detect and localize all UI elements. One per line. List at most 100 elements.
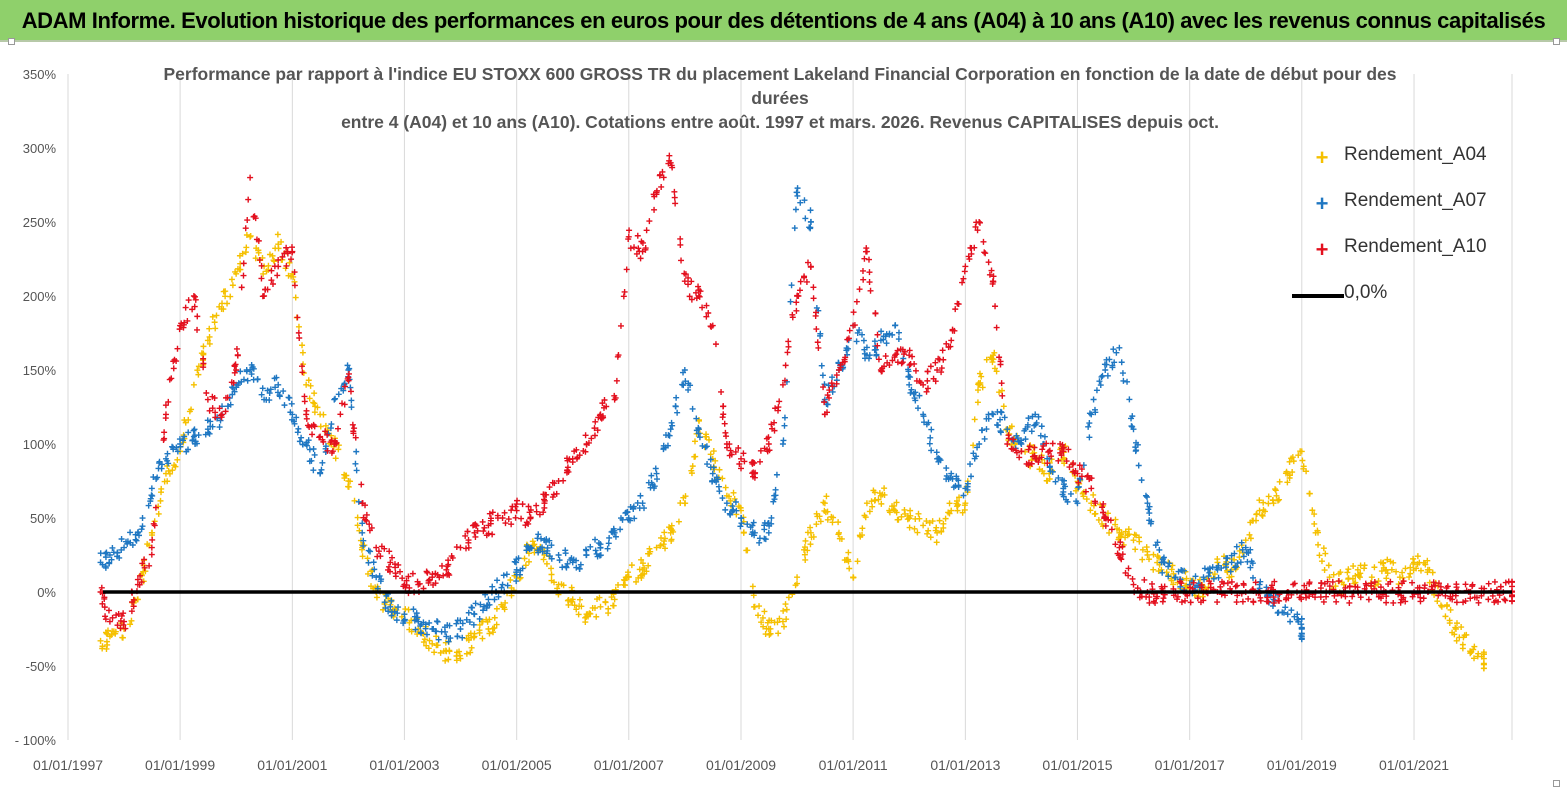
- data-point-texture: [606, 534, 613, 541]
- data-point: [990, 411, 997, 418]
- data-point-texture: [825, 382, 832, 389]
- data-point-texture: [945, 344, 952, 351]
- data-point-texture: [447, 635, 454, 642]
- data-point-texture: [491, 614, 498, 621]
- data-point-texture: [749, 459, 756, 466]
- data-point-texture: [939, 347, 946, 354]
- data-point-texture: [823, 493, 830, 500]
- data-point-texture: [760, 623, 767, 630]
- data-point-texture: [295, 329, 302, 336]
- data-point-texture: [203, 389, 210, 396]
- data-point-texture: [803, 278, 810, 285]
- data-point-texture: [1250, 574, 1256, 581]
- data-point-texture: [502, 599, 509, 606]
- data-point-texture: [797, 278, 804, 285]
- data-point-texture: [409, 570, 416, 577]
- data-point-texture: [1144, 494, 1151, 501]
- data-point-texture: [738, 465, 745, 472]
- data-point-texture: [1311, 520, 1318, 527]
- data-point-texture: [1421, 582, 1428, 589]
- data-point-texture: [1122, 528, 1129, 535]
- data-point-texture: [1152, 599, 1159, 606]
- selection-handle-top-left[interactable]: [8, 38, 15, 45]
- data-point: [821, 500, 828, 507]
- data-point-texture: [355, 498, 362, 505]
- data-point-texture: [772, 486, 779, 493]
- data-point-texture: [878, 328, 885, 335]
- data-point: [204, 396, 211, 403]
- data-point-texture: [955, 483, 962, 490]
- data-point-texture: [859, 532, 866, 539]
- data-point-texture: [122, 625, 129, 632]
- data-point-texture: [926, 519, 933, 526]
- data-point-texture: [347, 388, 354, 395]
- data-point-texture: [998, 387, 1005, 394]
- data-point-texture: [1237, 559, 1244, 566]
- data-point-texture: [1165, 573, 1172, 580]
- data-point: [1298, 448, 1305, 455]
- data-point-texture: [732, 448, 739, 455]
- selection-handle-bottom-right[interactable]: [1553, 780, 1560, 787]
- data-point-texture: [719, 495, 726, 502]
- data-point-texture: [1298, 624, 1305, 631]
- data-point-texture: [114, 622, 121, 629]
- data-point-texture: [191, 293, 198, 300]
- data-point-texture: [906, 362, 913, 369]
- data-point-texture: [158, 465, 165, 472]
- data-point-texture: [782, 362, 789, 369]
- data-point-texture: [785, 343, 792, 350]
- data-point-texture: [866, 269, 873, 276]
- data-point-texture: [487, 517, 494, 524]
- data-point-texture: [227, 293, 234, 300]
- data-point-texture: [1122, 534, 1129, 541]
- data-point-texture: [293, 414, 300, 421]
- data-point-texture: [1407, 570, 1414, 577]
- data-point-texture: [158, 489, 165, 496]
- data-point-texture: [722, 506, 729, 513]
- data-point-texture: [979, 384, 986, 391]
- data-point-texture: [738, 520, 745, 527]
- data-point-texture: [1247, 535, 1254, 542]
- data-point-texture: [114, 549, 121, 556]
- data-point-texture: [375, 548, 382, 555]
- data-point-texture: [1248, 558, 1255, 565]
- data-point-texture: [1311, 511, 1318, 518]
- data-point-texture: [351, 497, 358, 504]
- data-point: [1368, 574, 1375, 581]
- data-point-texture: [1377, 584, 1384, 591]
- data-point-texture: [996, 416, 1003, 423]
- data-point-texture: [489, 625, 496, 632]
- data-point: [219, 300, 226, 307]
- data-point-texture: [1257, 597, 1264, 604]
- data-point-texture: [639, 560, 646, 567]
- data-point-texture: [305, 377, 312, 384]
- data-point-texture: [200, 360, 207, 367]
- data-point-texture: [1062, 483, 1069, 490]
- banner: [0, 0, 1567, 42]
- data-point-texture: [212, 409, 219, 416]
- x-tick-label: 01/01/2003: [369, 757, 439, 773]
- data-point-texture: [1138, 477, 1145, 484]
- data-point-texture: [1165, 563, 1172, 570]
- data-point-texture: [1142, 492, 1149, 499]
- data-point-texture: [617, 322, 624, 329]
- data-point-texture: [1102, 522, 1109, 529]
- data-point-texture: [1055, 474, 1062, 481]
- data-point: [317, 433, 324, 440]
- data-point-texture: [1270, 594, 1277, 601]
- data-point: [583, 552, 590, 558]
- selection-handle-top-right[interactable]: [1553, 38, 1560, 45]
- data-point-texture: [907, 361, 914, 368]
- data-point-texture: [463, 650, 470, 657]
- data-point-texture: [412, 626, 419, 633]
- data-point-texture: [1298, 630, 1305, 637]
- data-point-texture: [893, 351, 900, 358]
- data-point-texture: [1000, 403, 1007, 410]
- data-point-texture: [596, 594, 603, 601]
- data-point-texture: [602, 599, 609, 606]
- data-point-texture: [138, 526, 145, 533]
- data-point-texture: [710, 448, 717, 455]
- data-point-texture: [109, 544, 116, 551]
- data-point-texture: [388, 612, 395, 619]
- data-point-texture: [252, 255, 259, 262]
